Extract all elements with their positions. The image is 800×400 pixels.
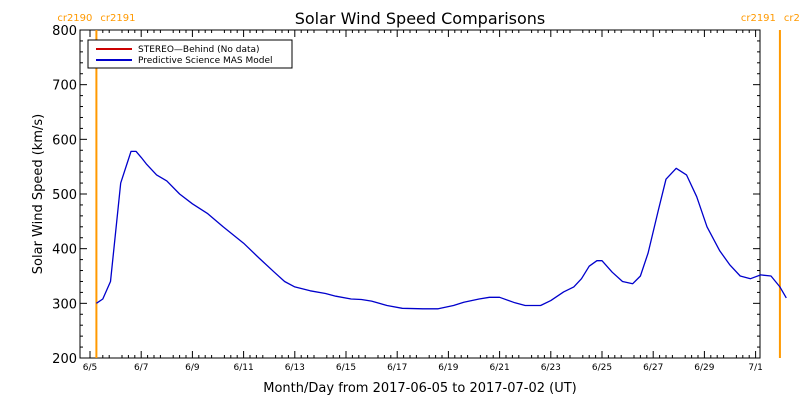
carrington-label-right: cr2192	[784, 13, 800, 24]
x-tick-label: 6/19	[438, 363, 458, 373]
y-tick-label: 400	[52, 243, 77, 258]
x-axis: 6/5 6/7 6/9 6/11 6/13 6/15 6/17 6/19 6/21 6/23 6/2…	[83, 30, 763, 373]
x-axis-label: Month/Day from 2017-06-05 to 2017-07-02 …	[263, 381, 576, 396]
y-axis: 200 300 400 500 600 700 800	[52, 24, 760, 367]
x-tick-label: 6/11	[233, 363, 253, 373]
x-tick-label: 6/7	[134, 363, 148, 373]
x-tick-label: 6/29	[694, 363, 714, 373]
y-tick-label: 600	[52, 133, 77, 148]
x-tick-label: 6/9	[185, 363, 200, 373]
y-tick-label: 500	[52, 188, 77, 203]
x-tick-label: 6/5	[83, 363, 97, 373]
x-tick-label: 6/15	[336, 363, 356, 373]
chart-title: Solar Wind Speed Comparisons	[295, 9, 546, 28]
legend-label-stereo: STEREO—Behind (No data)	[138, 45, 260, 55]
x-tick-label: 7/1	[748, 363, 762, 373]
legend-label-model: Predictive Science MAS Model	[138, 56, 273, 66]
x-tick-label: 6/21	[489, 363, 509, 373]
carrington-label-right: cr2191	[100, 13, 135, 24]
x-tick-label: 6/17	[387, 363, 407, 373]
y-axis-label: Solar Wind Speed (km/s)	[31, 114, 46, 274]
carrington-label-left: cr2190	[57, 13, 92, 24]
legend: STEREO—Behind (No data) Predictive Scien…	[87, 39, 293, 69]
y-tick-label: 700	[52, 79, 77, 94]
y-tick-label: 800	[52, 24, 77, 39]
y-tick-label: 300	[52, 297, 77, 312]
x-tick-label: 6/13	[285, 363, 305, 373]
y-tick-label: 200	[52, 352, 77, 367]
series-layer	[96, 150, 787, 310]
x-tick-label: 6/27	[643, 363, 663, 373]
carrington-markers: cr2190 cr2191 cr2191 cr2192	[57, 13, 800, 358]
legend-box	[87, 39, 293, 69]
carrington-label-left: cr2191	[741, 13, 776, 24]
x-tick-label: 6/25	[592, 363, 612, 373]
series-line-mas-model	[96, 150, 787, 310]
x-tick-label: 6/23	[541, 363, 561, 373]
